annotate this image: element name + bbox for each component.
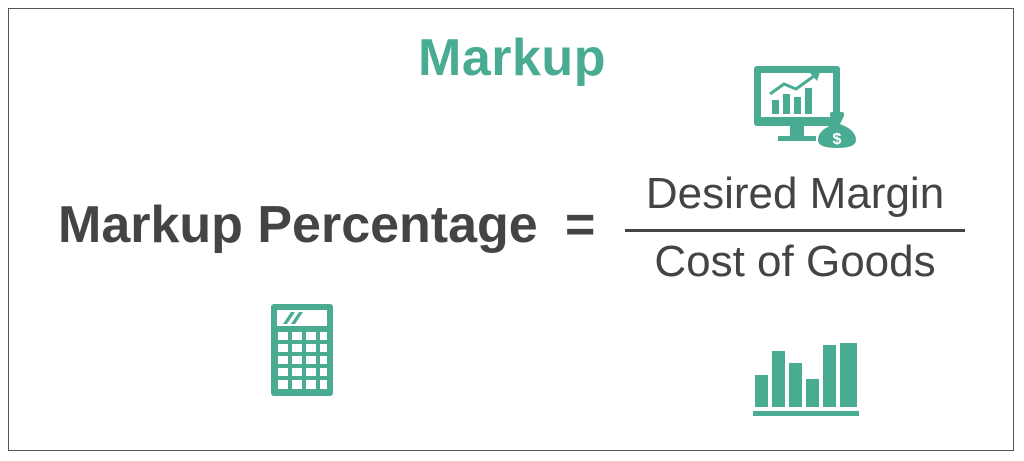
money-bag-symbol: $ [833, 131, 842, 148]
formula-lhs: Markup Percentage [58, 196, 538, 254]
calculator-icon [271, 304, 333, 396]
formula-numerator: Desired Margin [645, 169, 945, 218]
formula-equals: = [565, 196, 596, 254]
fraction-bar [625, 229, 965, 232]
page-title: Markup [418, 29, 606, 87]
monitor-chart-money-icon: $ [754, 66, 856, 148]
bar-chart-icon [753, 343, 859, 416]
money-bag-icon: $ [818, 112, 856, 148]
formula-denominator: Cost of Goods [654, 237, 936, 286]
